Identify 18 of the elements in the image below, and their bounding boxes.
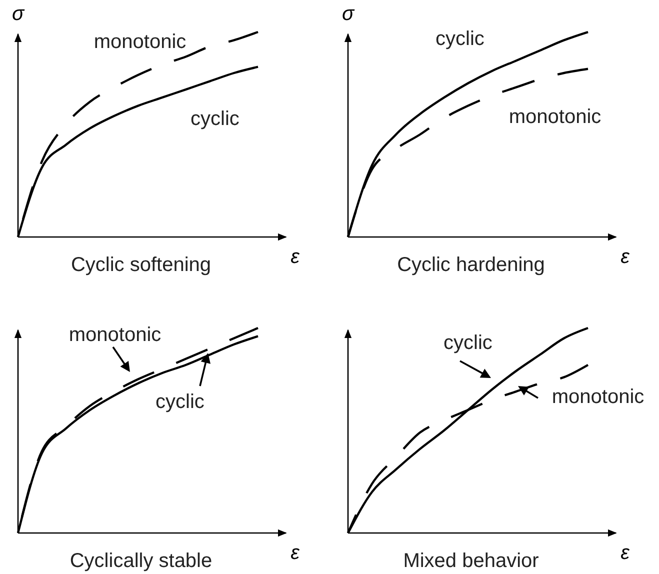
series-label: monotonic: [68, 324, 162, 346]
series-label: monotonic: [94, 31, 186, 53]
x-axis-title: ε: [290, 246, 301, 268]
series-label: cyclic: [436, 28, 484, 50]
text: Cyclically stable: [70, 550, 212, 572]
text: Cyclic hardening: [397, 254, 545, 276]
series-label: cyclic: [190, 108, 240, 130]
legend-label: monotonic: [552, 386, 644, 408]
x-axis-title: ε: [620, 246, 631, 268]
y-axis-title: σ: [342, 3, 355, 25]
legend-label: cyclic: [156, 391, 204, 413]
text: Cyclic softening: [70, 254, 212, 276]
x-axis-title: ε: [620, 542, 631, 564]
y-axis-title: σ: [12, 3, 25, 25]
x-axis-title: ε: [290, 542, 301, 564]
series-label: monotonic: [508, 106, 602, 128]
series-label: cyclic: [444, 332, 492, 354]
text: Mixed behavior: [403, 550, 540, 572]
